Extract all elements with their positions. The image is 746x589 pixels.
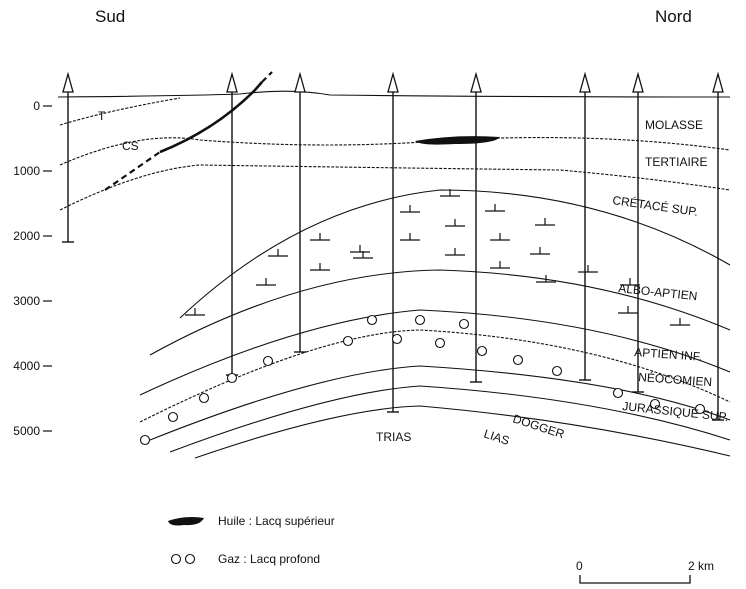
- legend-label: Huile : Lacq supérieur: [218, 514, 335, 528]
- well-head: [227, 74, 237, 92]
- gas-symbol: [478, 347, 487, 356]
- depth-label: 2000: [13, 229, 40, 243]
- gas-legend-symbol: [186, 555, 195, 564]
- well-head: [580, 74, 590, 92]
- zone-label: CS: [122, 139, 139, 153]
- well-head: [295, 74, 305, 92]
- gas-symbol: [141, 436, 150, 445]
- horizon: [60, 98, 180, 125]
- well-head: [388, 74, 398, 92]
- zone-label: TRIAS: [376, 430, 411, 444]
- scale-end: 2 km: [688, 559, 714, 573]
- north-label: Nord: [655, 7, 692, 26]
- depth-label: 1000: [13, 164, 40, 178]
- formation-label: MOLASSE: [645, 118, 703, 132]
- limestone-symbol: [490, 233, 510, 240]
- formation-label: APTIEN INF.: [634, 345, 703, 364]
- limestone-symbol: [256, 278, 276, 285]
- limestone-symbol: [445, 248, 465, 255]
- well-head: [633, 74, 643, 92]
- gas-symbol: [169, 413, 178, 422]
- limestone-symbol: [268, 249, 288, 256]
- limestone-symbol: [618, 306, 638, 313]
- fault-extension: [105, 72, 272, 190]
- gas-symbol: [228, 374, 237, 383]
- gas-symbol: [200, 394, 209, 403]
- gas-symbol: [553, 367, 562, 376]
- gas-symbols: [141, 316, 705, 445]
- formation-label: ALBO-APTIEN: [618, 281, 698, 303]
- gas-legend-symbol: [172, 555, 181, 564]
- limestone-symbol: [485, 204, 505, 211]
- depth-label: 4000: [13, 359, 40, 373]
- depth-label: 3000: [13, 294, 40, 308]
- limestone-symbol: [400, 233, 420, 240]
- limestone-symbol: [535, 218, 555, 225]
- limestone-symbol: [530, 247, 550, 254]
- gas-symbol: [264, 357, 273, 366]
- limestone-symbol: [578, 265, 598, 272]
- wells: [62, 74, 724, 420]
- gas-symbol: [460, 320, 469, 329]
- gas-symbol: [344, 337, 353, 346]
- gas-symbol: [514, 356, 523, 365]
- oil-body: [415, 136, 500, 144]
- cross-section: Sud Nord T CS TRIAS MOLASSE TERTIAIRE CR…: [0, 0, 746, 589]
- formation-label: LIAS: [482, 427, 511, 448]
- limestone-symbol: [185, 308, 205, 315]
- gas-symbol: [368, 316, 377, 325]
- horizon: [170, 386, 730, 452]
- scale-bar: [580, 575, 690, 583]
- oil-legend-symbol: [168, 517, 204, 526]
- limestone-symbol: [490, 261, 510, 268]
- depth-label: 5000: [13, 424, 40, 438]
- limestone-symbol: [310, 233, 330, 240]
- formation-label: DOGGER: [511, 412, 566, 442]
- zone-label: T: [98, 109, 106, 123]
- limestone-symbol: [400, 205, 420, 212]
- well-head: [713, 74, 723, 92]
- scale-start: 0: [576, 559, 583, 573]
- gas-symbol: [614, 389, 623, 398]
- formation-label: TERTIAIRE: [645, 155, 707, 169]
- limestone-symbol: [670, 318, 690, 325]
- formation-label: CRÉTACÉ SUP.: [612, 192, 699, 219]
- legend-label: Gaz : Lacq profond: [218, 552, 320, 566]
- gas-symbol: [393, 335, 402, 344]
- well-head: [471, 74, 481, 92]
- limestone-symbol: [350, 245, 370, 252]
- limestone-symbol: [310, 263, 330, 270]
- south-label: Sud: [95, 7, 125, 26]
- gas-symbol: [436, 339, 445, 348]
- limestone-symbol: [445, 219, 465, 226]
- formation-label: NÉOCOMIEN: [638, 369, 713, 389]
- fault: [160, 82, 262, 152]
- depth-label: 0: [33, 99, 40, 113]
- gas-symbol: [416, 316, 425, 325]
- well-head: [63, 74, 73, 92]
